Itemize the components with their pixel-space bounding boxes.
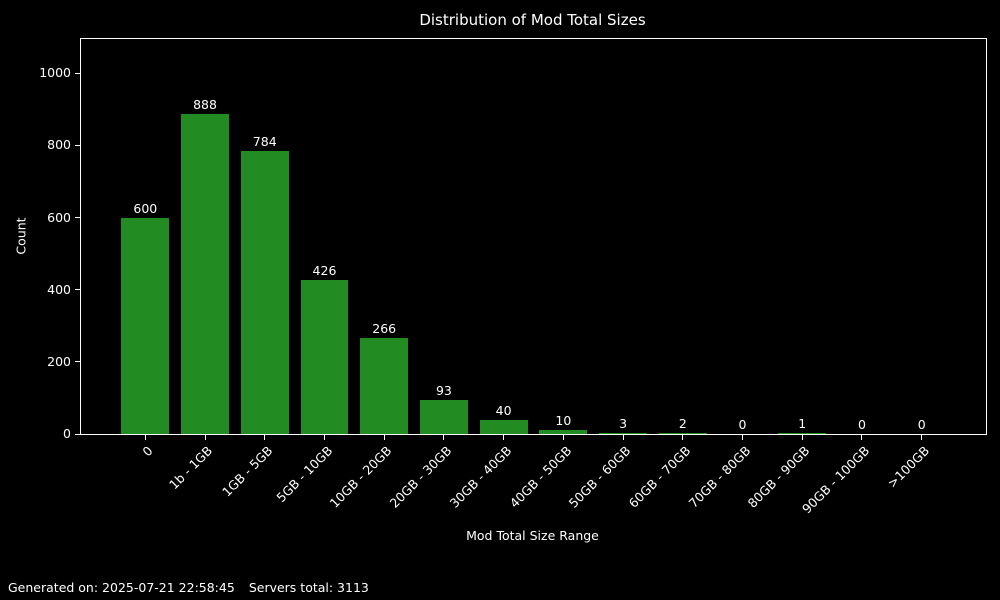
bar-value-label: 426: [312, 263, 337, 279]
bar-value-label: 2: [678, 416, 687, 431]
x-tick-mark: [264, 435, 266, 440]
bar: [240, 151, 289, 434]
bar: [300, 280, 349, 434]
y-tick-label: 400: [47, 281, 71, 297]
x-tick-mark: [921, 435, 923, 440]
bar: [121, 217, 170, 434]
bar-value-label: 40: [495, 402, 512, 418]
y-tick-label: 1000: [39, 65, 71, 81]
x-tick-label: 20GB - 30GB: [386, 443, 455, 511]
y-tick-label: 800: [47, 137, 71, 153]
x-tick-mark: [742, 435, 744, 440]
x-tick-mark: [503, 435, 505, 440]
bar-value-label: 0: [738, 417, 747, 432]
x-tick-label: 50GB - 60GB: [565, 443, 634, 511]
x-tick-label: 1b - 1GB: [166, 443, 216, 493]
bar-value-label: 0: [917, 417, 926, 432]
servers-total: Servers total: 3113: [248, 580, 369, 595]
bar-value-label: 784: [252, 134, 277, 150]
bar-value-label: 266: [372, 321, 397, 337]
bar-value-label: 3: [619, 415, 628, 431]
x-tick-mark: [622, 435, 624, 440]
bar: [599, 432, 647, 434]
y-tick-label: 600: [47, 209, 71, 225]
x-tick-label: 70GB - 80GB: [685, 443, 754, 511]
x-tick-label: 1GB - 5GB: [218, 443, 276, 500]
x-tick-label: 60GB - 70GB: [625, 443, 694, 511]
chart-title: Distribution of Mod Total Sizes: [419, 11, 646, 29]
bar: [539, 430, 588, 434]
x-tick-mark: [144, 435, 146, 440]
bar: [181, 113, 229, 434]
bar: [658, 433, 707, 434]
x-tick-label: >100GB: [884, 443, 933, 491]
x-tick-label: 0: [139, 443, 156, 460]
y-tick-mark: [75, 72, 80, 74]
bar-value-label: 93: [435, 383, 452, 399]
x-tick-mark: [861, 435, 863, 440]
y-tick-mark: [75, 289, 80, 291]
y-tick-label: 0: [63, 426, 71, 442]
x-tick-mark: [562, 435, 564, 440]
bar-value-label: 600: [133, 200, 158, 216]
bar-value-label: 0: [857, 417, 866, 432]
x-tick-mark: [383, 435, 385, 440]
generated-timestamp: Generated on: 2025-07-21 22:58:45: [8, 580, 235, 595]
y-tick-mark: [75, 144, 80, 146]
x-tick-mark: [204, 435, 206, 440]
plot-area: 0 200 400 600 800 1000 600 0 888 1b - 1GB 784 1GB -…: [39, 38, 987, 516]
x-tick-label: 5GB - 10GB: [272, 443, 336, 506]
y-tick-mark: [75, 217, 80, 219]
bar: [420, 400, 468, 434]
x-tick-label: 10GB - 20GB: [327, 443, 395, 511]
x-axis-label: Mod Total Size Range: [466, 528, 599, 543]
x-tick-mark: [323, 435, 325, 440]
y-tick-mark: [75, 433, 80, 435]
bar: [360, 338, 409, 434]
bar-value-label: 10: [555, 413, 572, 429]
bar: [778, 433, 827, 434]
bar: [479, 419, 528, 434]
footer: Generated on: 2025-07-21 22:58:45 Servers…: [8, 580, 369, 595]
x-tick-label: 40GB - 50GB: [506, 443, 574, 511]
bar-value-label: 888: [193, 96, 217, 112]
x-tick-mark: [801, 435, 803, 440]
bar-value-label: 1: [798, 416, 807, 431]
x-tick-mark: [682, 435, 684, 440]
x-tick-mark: [443, 435, 445, 440]
y-axis-label: Count: [13, 217, 29, 255]
y-tick-mark: [75, 361, 80, 363]
x-tick-label: 30GB - 40GB: [446, 443, 515, 511]
y-tick-label: 200: [47, 354, 71, 370]
